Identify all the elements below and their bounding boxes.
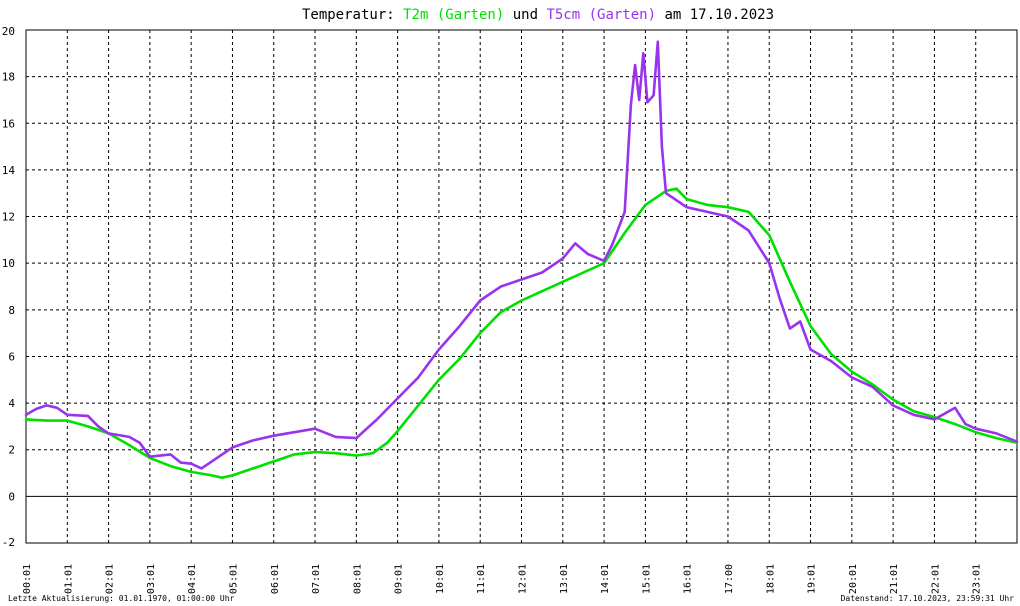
y-tick-label: 0 bbox=[8, 490, 15, 503]
plot-frame bbox=[25, 29, 1018, 544]
y-tick-label: 10 bbox=[2, 257, 15, 270]
title-series-t2m: T2m (Garten) bbox=[403, 7, 504, 23]
x-tick-label: 14:01 bbox=[600, 564, 611, 594]
y-tick-label: 16 bbox=[2, 117, 15, 130]
x-tick-label: 12:01 bbox=[518, 564, 529, 594]
x-tick-label: 22:01 bbox=[930, 564, 941, 594]
axes: 00:01 01:01 02:01 03:01 04:01 05:01 06:01 07:01… bbox=[2, 25, 1018, 594]
x-tick-label: 17:00 bbox=[724, 564, 735, 594]
title-middle: und bbox=[504, 7, 546, 23]
y-tick-label: 20 bbox=[2, 25, 15, 38]
series bbox=[24, 40, 1019, 480]
footer-data-status: Datenstand: 17.10.2023, 23:59:31 Uhr bbox=[841, 594, 1015, 603]
x-tick-label: 15:01 bbox=[641, 564, 652, 594]
grid bbox=[26, 30, 1017, 543]
y-tick-label: 8 bbox=[8, 304, 15, 317]
y-tick-label: 4 bbox=[8, 397, 15, 410]
x-tick-label: 10:01 bbox=[435, 564, 446, 594]
y-tick-label: 18 bbox=[2, 71, 15, 84]
x-tick-label: 06:01 bbox=[270, 564, 281, 594]
x-tick-label: 19:01 bbox=[807, 564, 818, 594]
chart-title: Temperatur: T2m (Garten) und T5cm (Garte… bbox=[302, 7, 774, 23]
x-tick-label: 13:01 bbox=[559, 564, 570, 594]
title-suffix: am 17.10.2023 bbox=[656, 7, 774, 23]
y-tick-label: 12 bbox=[2, 211, 15, 224]
y-tick-label: -2 bbox=[2, 536, 15, 549]
x-tick-label: 20:01 bbox=[848, 564, 859, 594]
y-tick-label: 2 bbox=[8, 444, 15, 457]
x-tick-label: 08:01 bbox=[352, 564, 363, 594]
y-tick-label: 14 bbox=[2, 164, 16, 177]
x-tick-label: 16:01 bbox=[683, 564, 694, 594]
x-tick-label: 23:01 bbox=[972, 564, 983, 594]
x-tick-label: 18:01 bbox=[765, 564, 776, 594]
x-tick-label: 05:01 bbox=[228, 564, 239, 594]
x-tick-label: 01:01 bbox=[63, 564, 74, 594]
x-tick-label: 21:01 bbox=[889, 564, 900, 594]
t2m-series-line bbox=[24, 187, 1019, 480]
x-tick-label: 07:01 bbox=[311, 564, 322, 594]
x-tick-label: 00:01 bbox=[22, 564, 33, 594]
t5cm-series-line bbox=[24, 40, 1019, 470]
x-tick-label: 04:01 bbox=[187, 564, 198, 594]
x-tick-label: 03:01 bbox=[146, 564, 157, 594]
title-prefix: Temperatur: bbox=[302, 7, 403, 23]
y-tick-label: 6 bbox=[8, 350, 15, 363]
x-tick-label: 11:01 bbox=[476, 564, 487, 594]
x-tick-label: 09:01 bbox=[394, 564, 405, 594]
footer-last-update: Letzte Aktualisierung: 01.01.1970, 01:00… bbox=[8, 594, 235, 603]
title-series-t5cm: T5cm (Garten) bbox=[546, 7, 656, 23]
x-tick-label: 02:01 bbox=[105, 564, 116, 594]
